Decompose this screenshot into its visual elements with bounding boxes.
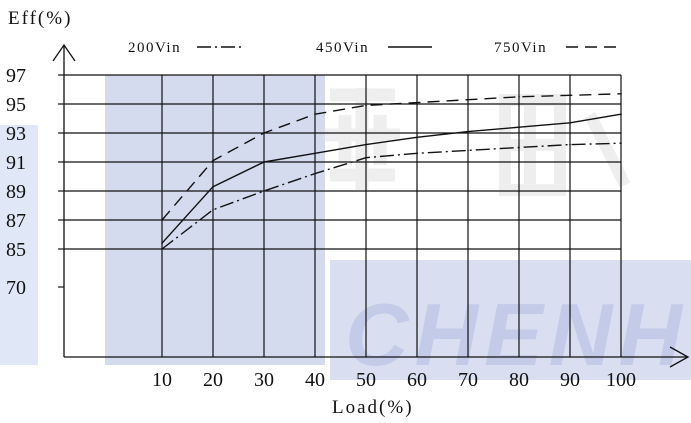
- series-point-750Vin-80: [518, 95, 520, 98]
- series-point-450Vin-20: [212, 185, 214, 188]
- series-point-750Vin-100: [620, 93, 622, 95]
- series-point-450Vin-70: [467, 130, 469, 133]
- watermark-glyph-1: [322, 88, 400, 190]
- x-tick-label-90: 90: [560, 369, 580, 391]
- series-point-200Vin-60: [416, 152, 418, 155]
- watermark: CHENHU: [0, 75, 691, 384]
- legend-label-450Vin: 450Vin: [316, 40, 369, 56]
- series-point-200Vin-40: [314, 172, 316, 175]
- y-axis-label: Eff(%): [8, 8, 72, 29]
- series-point-200Vin-70: [467, 149, 469, 152]
- series-point-450Vin-100: [620, 113, 622, 115]
- series-point-200Vin-80: [518, 146, 520, 149]
- series-point-200Vin-20: [212, 209, 214, 211]
- x-tick-label-60: 60: [407, 369, 427, 391]
- x-tick-label-40: 40: [305, 369, 325, 391]
- series-point-450Vin-80: [518, 126, 520, 128]
- series-point-750Vin-90: [569, 94, 571, 97]
- y-tick-label-87: 87: [6, 210, 26, 232]
- series-point-200Vin-50: [365, 156, 367, 159]
- y-tick-label-85: 85: [6, 239, 26, 261]
- series-point-750Vin-60: [416, 101, 418, 104]
- y-axis-arrow: [52, 43, 76, 62]
- series-point-200Vin-100: [620, 142, 622, 144]
- y-tick-label-97: 97: [6, 65, 26, 87]
- y-tick-label-93: 93: [6, 123, 26, 145]
- series-line-450Vin: [161, 113, 622, 244]
- y-tick-label-91: 91: [6, 152, 26, 174]
- watermark-band-left: [0, 125, 38, 365]
- plot-grid: [64, 74, 622, 357]
- series-point-750Vin-50: [365, 104, 367, 107]
- legend: 200Vin 450Vin 750Vin: [128, 40, 616, 56]
- x-tick-label-50: 50: [356, 369, 376, 391]
- series-point-750Vin-40: [314, 113, 316, 115]
- series-point-450Vin-10: [161, 242, 163, 244]
- series-point-450Vin-60: [416, 136, 418, 139]
- y-tick-label-95: 95: [6, 94, 26, 116]
- watermark-text: CHENHU: [345, 285, 691, 384]
- series-point-200Vin-90: [569, 143, 571, 146]
- series-point-450Vin-30: [263, 161, 265, 163]
- axes: [52, 43, 690, 368]
- series-line-200Vin: [161, 142, 622, 250]
- y-tick-labels: 85 87 89 91 93 95 97 70: [6, 65, 64, 299]
- series-point-750Vin-30: [263, 132, 265, 134]
- x-tick-label-80: 80: [509, 369, 529, 391]
- x-tick-labels: 10 20 30 40 50 60 70 80 90 100: [152, 369, 636, 391]
- series-lines: [161, 93, 622, 250]
- watermark-band-right: [330, 260, 691, 380]
- legend-label-200Vin: 200Vin: [128, 40, 181, 56]
- series-point-200Vin-10: [161, 248, 163, 250]
- series-point-200Vin-30: [263, 190, 265, 192]
- series-point-450Vin-40: [314, 152, 316, 155]
- y-tick-label-70: 70: [6, 277, 26, 299]
- series-point-750Vin-10: [161, 219, 163, 221]
- series-point-450Vin-50: [365, 143, 367, 146]
- series-point-750Vin-70: [467, 98, 469, 101]
- series-line-750Vin: [161, 93, 622, 221]
- x-tick-label-20: 20: [203, 369, 223, 391]
- legend-label-750Vin: 750Vin: [494, 40, 547, 56]
- x-tick-label-70: 70: [458, 369, 478, 391]
- x-axis-arrow: [669, 346, 690, 368]
- x-axis-label: Load(%): [332, 397, 414, 418]
- y-tick-label-89: 89: [6, 181, 26, 203]
- watermark-glyph-2: [499, 94, 631, 196]
- x-tick-label-30: 30: [254, 369, 274, 391]
- series-point-750Vin-20: [212, 159, 214, 162]
- x-tick-label-100: 100: [606, 369, 636, 391]
- x-tick-label-10: 10: [152, 369, 172, 391]
- series-point-450Vin-90: [569, 122, 571, 124]
